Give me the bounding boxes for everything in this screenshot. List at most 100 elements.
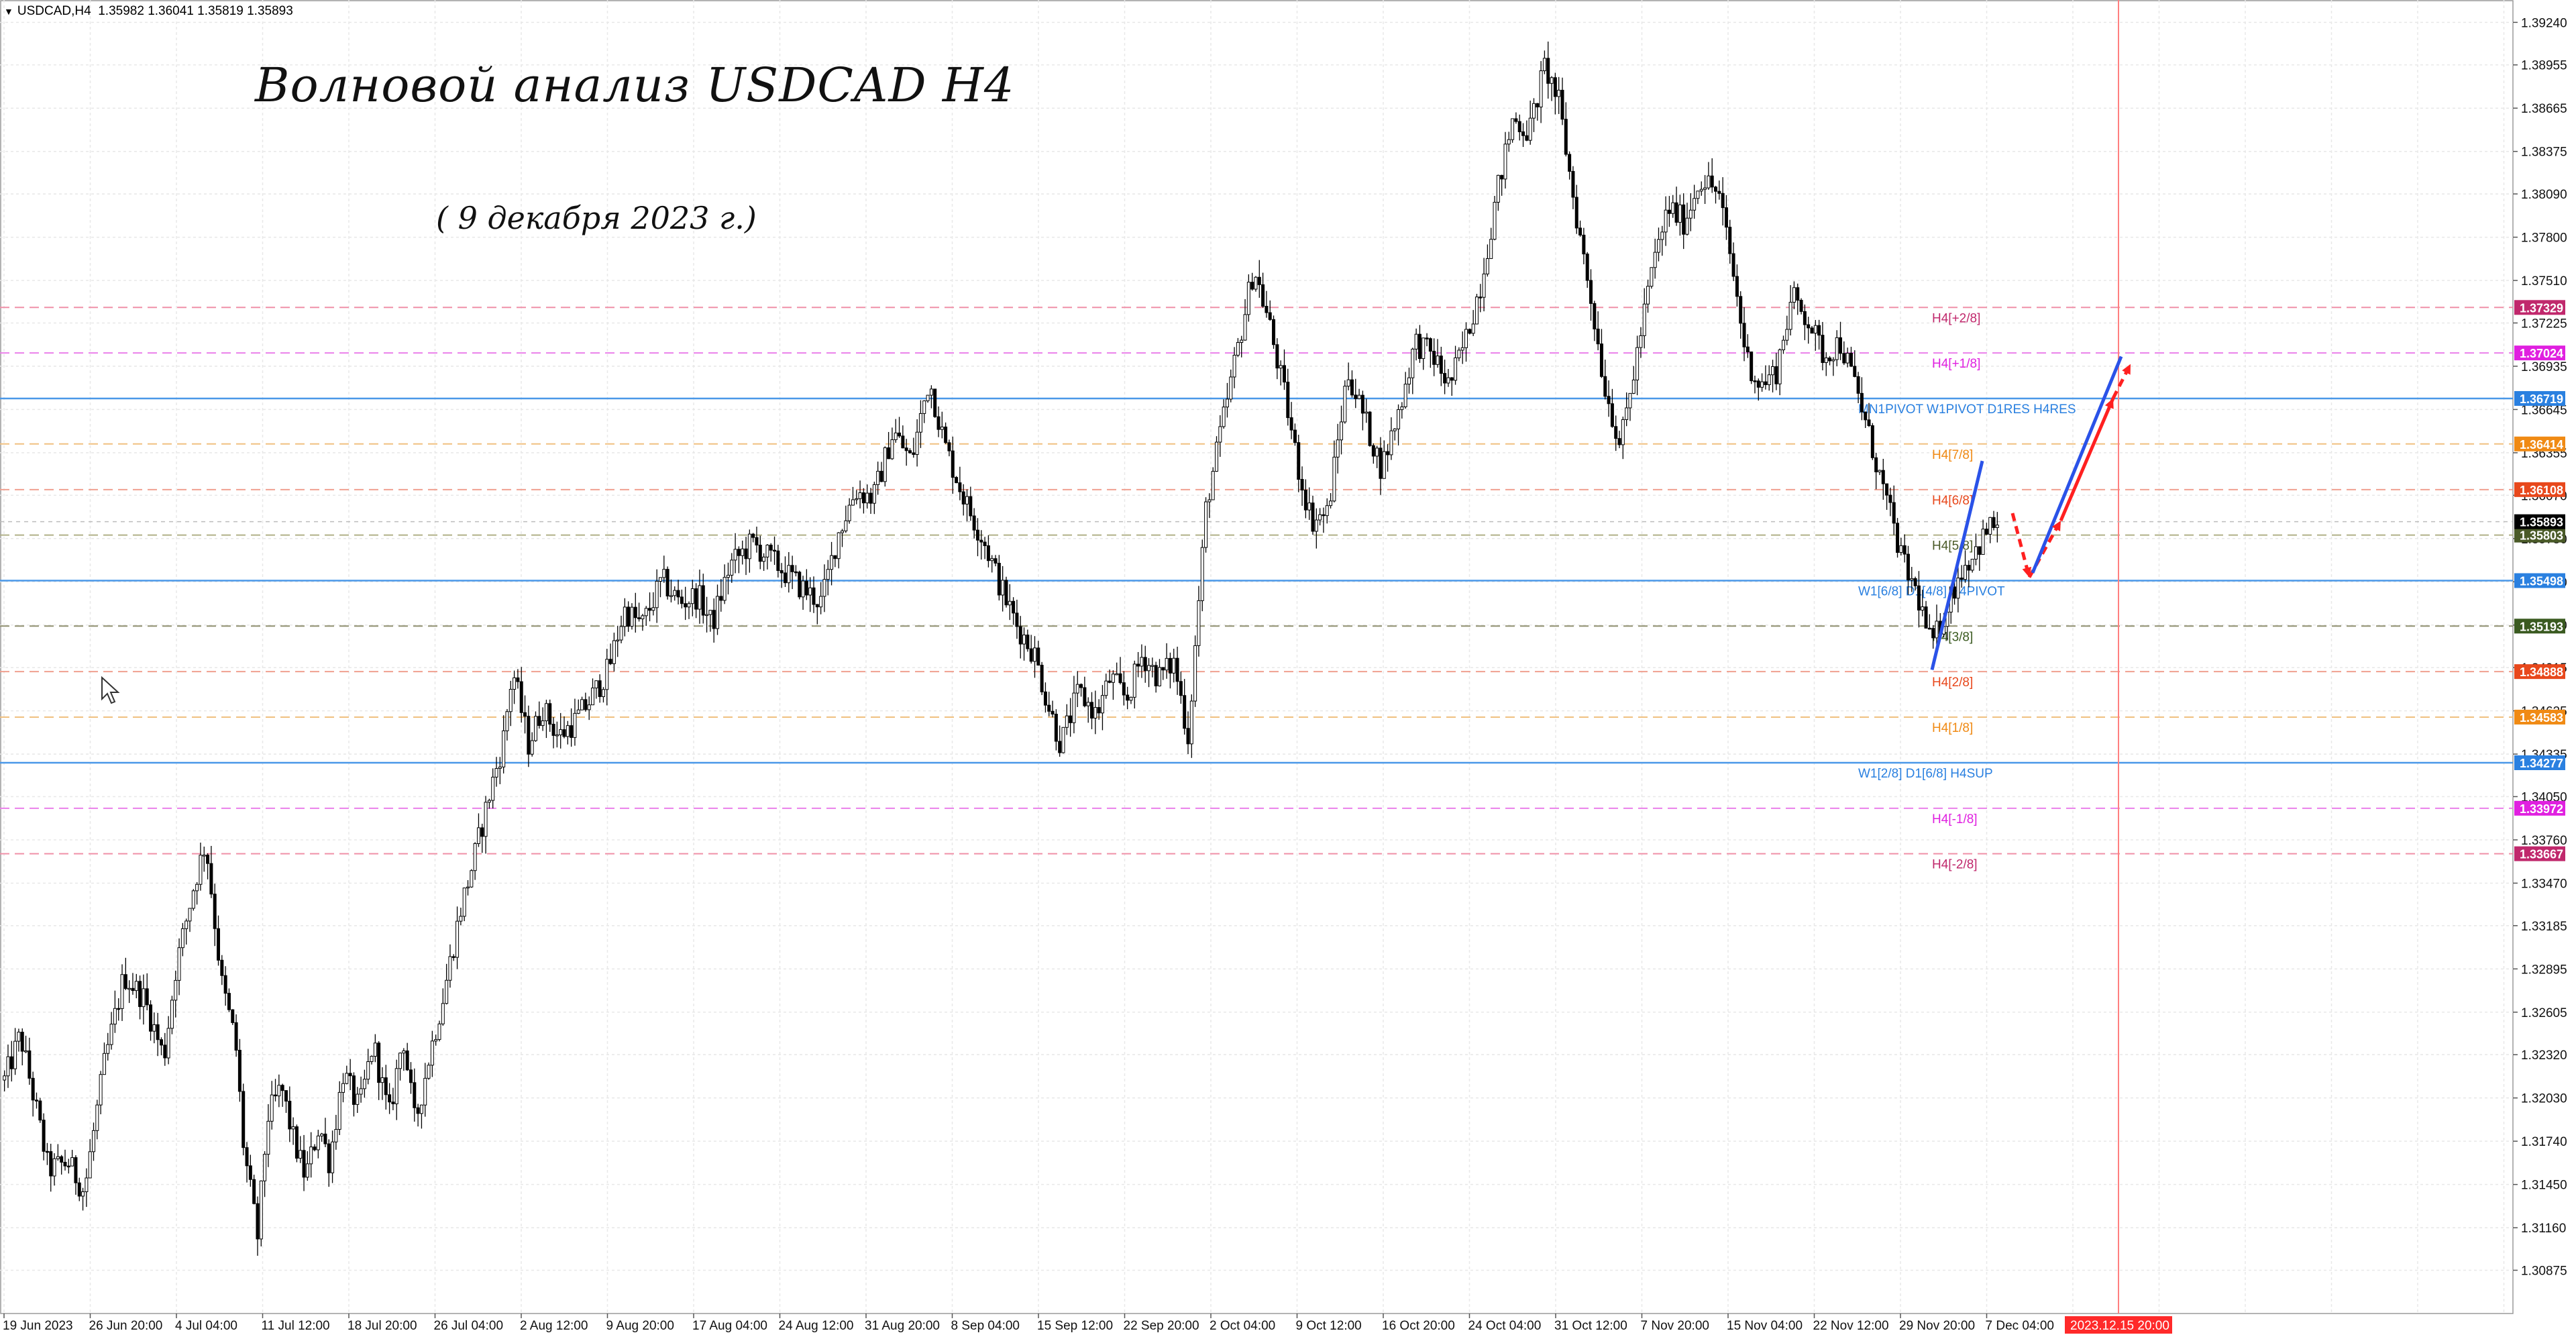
level-label: H4[+2/8] [1932, 311, 1980, 325]
candle-bull [1964, 565, 1968, 580]
candle-bear [252, 1179, 256, 1204]
forecast-arrows [1930, 356, 2133, 671]
candle-bear [1368, 411, 1372, 446]
candle-bear [701, 585, 705, 616]
candle-bear [755, 537, 759, 546]
candle-bear [1432, 351, 1436, 365]
candle-bear [9, 1056, 13, 1069]
candle-bear [223, 975, 227, 994]
candle-bear [1079, 684, 1083, 688]
candle-bear [280, 1085, 284, 1091]
candle-bear [958, 482, 962, 492]
candle-bull [1411, 348, 1415, 378]
candle-bear [1261, 284, 1265, 307]
y-tick-label: 1.38955 [2521, 59, 2567, 73]
level-price-text: 1.37024 [2520, 347, 2563, 360]
candle-bull [466, 886, 470, 889]
candle-bear [1913, 578, 1917, 586]
level-label: H4[6/8] [1932, 494, 1973, 508]
candle-bear [676, 590, 680, 598]
candle-bear [20, 1032, 24, 1052]
x-tick-label: 26 Jun 20:00 [89, 1319, 163, 1333]
candle-bull [380, 1077, 384, 1083]
candle-bull [690, 588, 694, 604]
candle-bull [1414, 333, 1418, 350]
candle-bear [1090, 702, 1094, 719]
candle-bull [445, 979, 449, 1004]
y-tick-label: 1.30875 [2521, 1265, 2567, 1279]
candle-bull [1460, 347, 1464, 351]
candle-bear [1931, 628, 1935, 639]
x-tick-label: 19 Jun 2023 [3, 1319, 73, 1333]
candle-bear [773, 549, 777, 552]
candle-bull [1065, 715, 1069, 728]
candle-bull [88, 1151, 92, 1179]
candle-bull [1140, 657, 1144, 667]
symbol-header: ▼ USDCAD,H4 1.35982 1.36041 1.35819 1.358… [4, 4, 293, 19]
candle-bull [1628, 392, 1632, 409]
candle-bear [1853, 366, 1857, 377]
candle-bull [858, 492, 862, 499]
x-tick-label: 4 Jul 04:00 [175, 1319, 237, 1333]
candle-bear [1536, 103, 1540, 108]
candle-bear [1268, 312, 1272, 320]
candle-bull [1557, 89, 1561, 97]
candle-bear [537, 716, 541, 727]
candle-bull [687, 603, 691, 608]
dropdown-triangle-icon[interactable]: ▼ [4, 6, 13, 17]
candle-bear [413, 1082, 417, 1108]
candle-bear [1724, 207, 1728, 228]
candle-bull [1397, 409, 1401, 429]
candle-bull [1788, 302, 1792, 330]
candle-bear [804, 580, 808, 596]
x-tick-label: 15 Sep 12:00 [1037, 1319, 1113, 1333]
level-price-text: 1.35193 [2520, 620, 2563, 633]
candle-bear [1154, 665, 1158, 687]
candle-bull [876, 470, 880, 485]
candle-bear [1425, 337, 1429, 339]
x-tick-label: 9 Oct 12:00 [1296, 1319, 1362, 1333]
candle-bear [1842, 353, 1846, 364]
forecast-red-segment [2027, 519, 2063, 578]
candle-bear [1864, 411, 1868, 421]
candle-bear [220, 959, 224, 976]
candle-bull [1022, 635, 1026, 645]
candle-bull [837, 532, 841, 559]
candle-bull [1343, 386, 1347, 423]
candle-bull [1767, 374, 1771, 385]
candle-bear [1272, 319, 1276, 345]
candle-bear [955, 477, 959, 484]
candle-bear [861, 492, 865, 504]
candle-bull [266, 1120, 270, 1155]
candle-bull [1325, 505, 1329, 517]
candle-bear [1610, 403, 1614, 427]
y-tick-label: 1.32030 [2521, 1092, 2567, 1106]
candle-bear [1721, 193, 1725, 209]
candle-bull [1781, 339, 1785, 350]
candle-bear [1582, 234, 1586, 255]
candle-bear [1386, 451, 1390, 456]
level-price-badge [2514, 345, 2565, 361]
candle-bull [195, 883, 199, 892]
y-tick-label: 1.36645 [2521, 403, 2567, 417]
candle-bull [177, 947, 181, 981]
candle-bear [1058, 741, 1062, 753]
candle-bear [227, 993, 231, 1010]
candle-bull [427, 1065, 431, 1079]
candle-bull [1489, 239, 1493, 259]
y-tick-label: 1.33185 [2521, 920, 2567, 934]
candle-bull [594, 680, 598, 689]
level-price-badge [2514, 573, 2565, 588]
candle-bull [1446, 377, 1450, 384]
candle-bear [1607, 396, 1611, 405]
candle-bear [480, 827, 484, 837]
candle-bull [1707, 175, 1711, 189]
x-tick-label: 11 Jul 12:00 [262, 1319, 330, 1333]
candle-bull [601, 689, 605, 697]
candle-bull [847, 504, 851, 521]
candle-bull [320, 1133, 324, 1136]
candle-bear [352, 1075, 356, 1105]
candle-bear [1026, 635, 1030, 649]
y-tick-label: 1.32895 [2521, 963, 2567, 977]
